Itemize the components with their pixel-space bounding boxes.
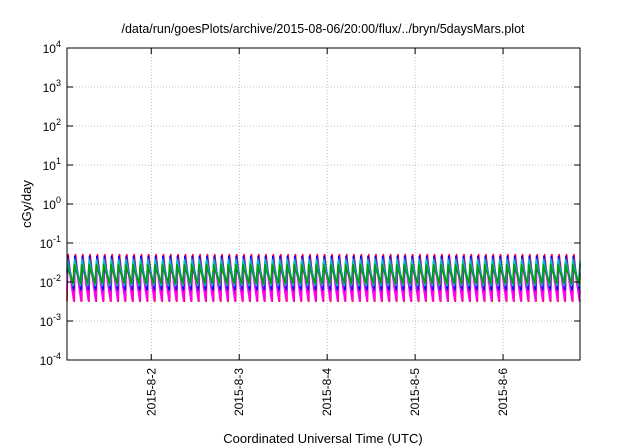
grid <box>67 48 580 360</box>
y-tick-exponent: 1 <box>56 156 61 166</box>
y-tick-base: 10 <box>40 354 54 368</box>
y-tick-label: 104 <box>43 39 61 56</box>
y-tick-exponent: 4 <box>56 39 61 49</box>
y-tick-base: 10 <box>43 81 57 95</box>
series-group <box>66 253 581 303</box>
y-tick-base: 10 <box>40 276 54 290</box>
y-tick-base: 10 <box>40 315 54 329</box>
x-tick-label: 2015-8-3 <box>232 368 246 416</box>
y-tick-label: 10-2 <box>40 273 61 290</box>
y-tick-base: 10 <box>43 42 57 56</box>
x-axis-title: Coordinated Universal Time (UTC) <box>223 431 422 446</box>
x-tick-label: 2015-8-5 <box>408 368 422 416</box>
y-tick-label: 10-4 <box>40 351 61 368</box>
y-tick-base: 10 <box>40 237 54 251</box>
y-tick-label: 10-1 <box>40 234 61 251</box>
x-tick-label: 2015-8-2 <box>144 368 158 416</box>
y-tick-label: 10-3 <box>40 312 61 329</box>
y-tick-exponent: 2 <box>56 117 61 127</box>
y-tick-exponent: -4 <box>53 351 61 361</box>
y-tick-exponent: 3 <box>56 78 61 88</box>
y-tick-label: 102 <box>43 117 61 134</box>
y-tick-exponent: -3 <box>53 312 61 322</box>
y-tick-label: 103 <box>43 78 61 95</box>
y-axis-title: cGy/day <box>19 180 34 228</box>
y-tick-base: 10 <box>43 198 57 212</box>
y-tick-exponent: -2 <box>53 273 61 283</box>
y-tick-label: 100 <box>43 195 61 212</box>
x-tick-label: 2015-8-4 <box>320 368 334 416</box>
x-tick-label: 2015-8-6 <box>496 368 510 416</box>
x-axis: 2015-8-2 2015-8-3 2015-8-4 2015-8-5 2015-8-6 <box>144 48 510 416</box>
series-line <box>66 263 581 285</box>
y-tick-exponent: 0 <box>56 195 61 205</box>
chart-title: /data/run/goesPlots/archive/2015-08-06/2… <box>121 22 525 36</box>
y-tick-exponent: -1 <box>53 234 61 244</box>
y-tick-label: 101 <box>43 156 61 173</box>
y-tick-base: 10 <box>43 159 57 173</box>
y-tick-base: 10 <box>43 120 57 134</box>
